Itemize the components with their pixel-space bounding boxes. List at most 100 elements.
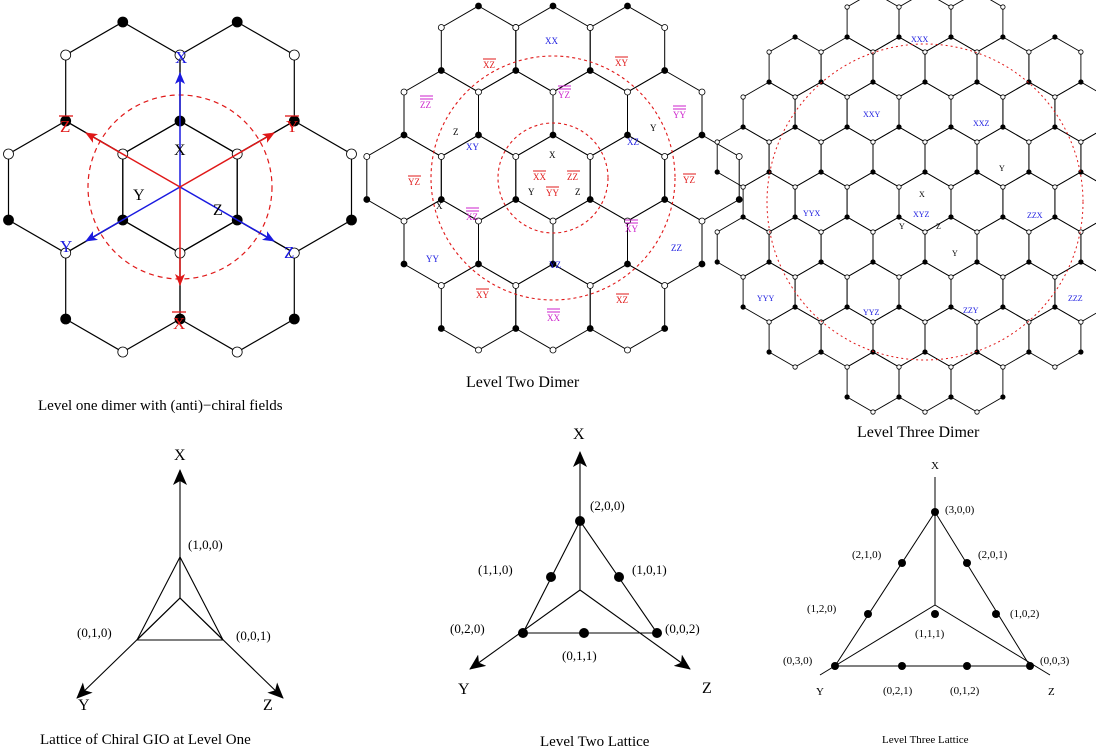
white-node: [698, 217, 706, 225]
l3-xxx: XXX: [911, 35, 929, 44]
hexagon-cell: [1054, 81, 1096, 143]
white-node: [1000, 4, 1006, 10]
l2-black-y-right: Y: [650, 123, 657, 133]
black-node: [400, 260, 408, 268]
black-node: [512, 67, 520, 74]
black-node: [1026, 79, 1032, 85]
white-node: [1078, 49, 1084, 55]
arrow-ybar: [179, 132, 275, 188]
l2-point-110: (1,1,0): [478, 562, 513, 577]
white-node: [792, 274, 798, 280]
hexagon-cell: [179, 21, 295, 155]
hexagon-cell: [515, 134, 591, 222]
black-node: [174, 313, 186, 325]
hexagon-cell: [898, 261, 952, 323]
hexagon-cell: [1028, 306, 1082, 368]
white-node: [870, 409, 876, 415]
l2-mag-zz: ZZ: [420, 100, 431, 110]
hexagon-cell: [846, 171, 900, 233]
hexagon-cell: [1028, 126, 1082, 188]
hexagon-cell: [924, 216, 978, 278]
white-node: [896, 4, 902, 10]
black-node: [844, 214, 850, 220]
black-node: [818, 169, 824, 175]
black-node: [818, 259, 824, 265]
l3-point-120: (1,2,0): [807, 603, 837, 615]
l2-red-yz-right: YZ: [683, 175, 695, 185]
l3-simplex: [834, 511, 1031, 667]
white-node: [624, 346, 631, 354]
white-node: [792, 364, 798, 370]
hexagon-cell: [65, 219, 181, 353]
white-node: [437, 24, 445, 31]
level3-lattice-caption: Level Three Lattice: [882, 734, 969, 746]
white-node: [896, 184, 902, 190]
black-node: [740, 304, 746, 310]
l2-blue-xy: XY: [466, 142, 479, 152]
white-node: [818, 319, 824, 325]
label-x: X: [175, 48, 187, 67]
black-node: [844, 304, 850, 310]
white-node: [948, 274, 954, 280]
l3-z: Z: [936, 222, 941, 231]
arrow-z: [179, 186, 275, 242]
white-node: [661, 24, 669, 31]
l2-mag-xz: XZ: [466, 212, 478, 222]
white-node: [948, 4, 954, 10]
hexagon-cell: [794, 171, 848, 233]
white-node: [766, 49, 772, 55]
black-node: [792, 214, 798, 220]
l3-yyy: YYY: [757, 294, 775, 303]
white-node: [549, 346, 557, 354]
black-node: [922, 169, 928, 175]
black-node: [363, 196, 371, 203]
black-node: [896, 214, 902, 220]
white-node: [766, 229, 772, 235]
l3-point-012: (0,1,2): [950, 685, 980, 697]
l2-mag-xx: XX: [547, 313, 560, 323]
white-node: [948, 94, 954, 100]
white-node: [661, 282, 669, 289]
white-node: [1026, 139, 1032, 145]
l2-mag-yz: YZ: [558, 90, 570, 100]
black-node: [922, 349, 928, 355]
hexagon-cell: [179, 219, 295, 353]
hexagon-cell: [716, 216, 770, 278]
white-node: [1000, 94, 1006, 100]
white-node: [437, 282, 445, 289]
hexagon-cell: [846, 0, 900, 53]
white-node: [698, 88, 706, 96]
black-node: [714, 259, 720, 265]
lattice-point: [1026, 662, 1034, 670]
black-node: [870, 79, 876, 85]
hexagon-cell: [1028, 36, 1082, 98]
black-node: [844, 34, 850, 40]
black-node: [1026, 349, 1032, 355]
l1-simplex-inner: [136, 597, 181, 641]
white-node: [922, 409, 928, 415]
level2-dimer-panel: XX XY XZ YY YZ ZZ XZ XY YZ YZ XY XZ XX Z…: [363, 2, 743, 391]
l2-blue-yz: YZ: [549, 260, 561, 270]
lattice-point: [575, 516, 585, 526]
hexagon-cell: [898, 351, 952, 413]
black-node: [1026, 259, 1032, 265]
white-node: [117, 346, 129, 358]
l2-black-x-center: X: [549, 150, 556, 160]
black-node: [624, 131, 631, 139]
l1-point-001: (0,0,1): [236, 628, 271, 643]
black-node: [714, 169, 720, 175]
black-node: [792, 124, 798, 130]
white-node: [766, 139, 772, 145]
level3-hex-grid: [714, 0, 1096, 415]
white-node: [1026, 49, 1032, 55]
hexagon-cell: [589, 263, 666, 351]
white-node: [586, 24, 594, 31]
white-node: [400, 88, 408, 96]
lattice-point: [898, 559, 906, 567]
hexagon-cell: [552, 69, 628, 158]
black-node: [400, 131, 408, 139]
black-node: [1000, 214, 1006, 220]
lattice-point: [652, 628, 662, 638]
lattice-point: [614, 572, 624, 582]
black-node: [1078, 349, 1084, 355]
